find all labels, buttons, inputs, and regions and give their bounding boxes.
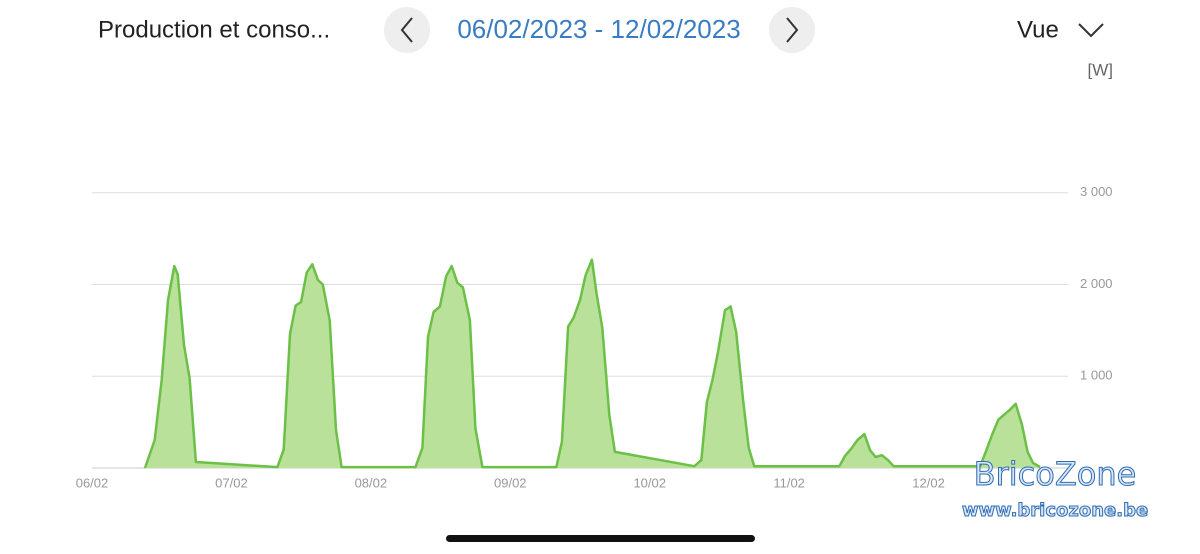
next-button[interactable] <box>769 7 815 53</box>
x-tick-label: 08/02 <box>355 475 388 490</box>
next-icon <box>786 17 799 43</box>
area-fill <box>145 259 1041 468</box>
prev-icon <box>400 17 413 43</box>
watermark-url: www.bricozone.be <box>962 500 1148 521</box>
x-tick-label: 06/02 <box>76 475 109 490</box>
view-chevron[interactable] <box>1078 23 1104 38</box>
page-title[interactable]: Production et conso... <box>98 16 330 43</box>
x-tick-label: 12/02 <box>912 475 945 490</box>
watermark: BricoZone <box>974 455 1137 493</box>
area-line <box>143 258 1041 469</box>
view-menu[interactable]: Vue <box>1017 16 1059 43</box>
unit-label: [W] <box>1088 60 1114 79</box>
x-tick-label: 11/02 <box>773 475 805 490</box>
prev-button[interactable] <box>384 7 430 53</box>
x-tick-label: 07/02 <box>215 475 248 490</box>
date-range[interactable]: 06/02/2023 - 12/02/2023 <box>457 14 740 44</box>
home-indicator <box>446 535 755 542</box>
x-tick-label: 09/02 <box>494 475 527 490</box>
x-tick-label: 10/02 <box>633 475 666 490</box>
y-tick-label: 2 000 <box>1080 276 1113 291</box>
y-tick-label: 1 000 <box>1080 368 1113 383</box>
y-tick-label: 3 000 <box>1080 184 1113 199</box>
